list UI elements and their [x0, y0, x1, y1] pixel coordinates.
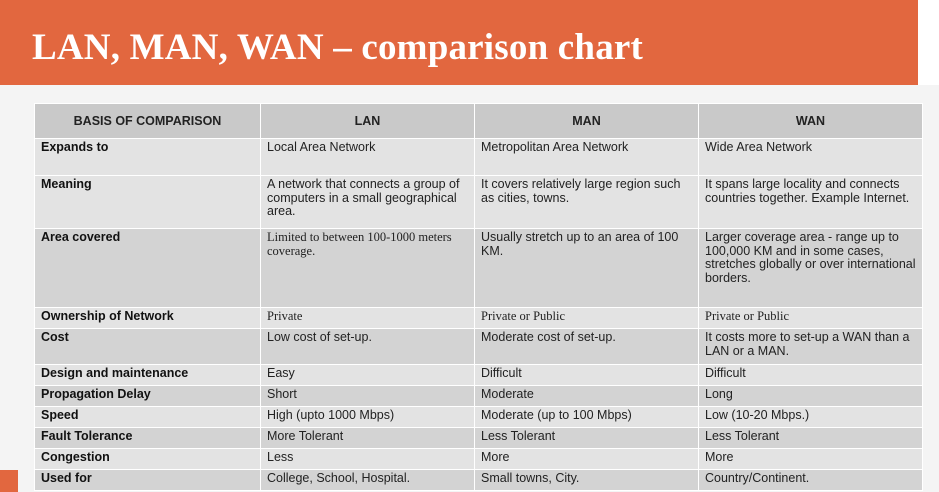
- row-man: Small towns, City.: [474, 469, 699, 491]
- row-lan: Less: [260, 448, 475, 470]
- bottom-accent-bar: [0, 470, 18, 492]
- row-basis: Expands to: [34, 138, 261, 176]
- row-man: Metropolitan Area Network: [474, 138, 699, 176]
- header-man: MAN: [474, 103, 699, 139]
- table-row: Expands to Local Area Network Metropolit…: [34, 138, 923, 176]
- row-basis: Propagation Delay: [34, 385, 261, 407]
- row-basis: Meaning: [34, 175, 261, 229]
- row-lan: Local Area Network: [260, 138, 475, 176]
- table-row: Meaning A network that connects a group …: [34, 175, 923, 229]
- row-basis: Ownership of Network: [34, 307, 261, 329]
- row-man: Moderate (up to 100 Mbps): [474, 406, 699, 428]
- row-wan: Larger coverage area - range up to 100,0…: [698, 228, 923, 308]
- table-row: Propagation Delay Short Moderate Long: [34, 385, 923, 407]
- row-wan: Long: [698, 385, 923, 407]
- row-basis: Area covered: [34, 228, 261, 308]
- row-wan: Low (10-20 Mbps.): [698, 406, 923, 428]
- row-wan: Less Tolerant: [698, 427, 923, 449]
- row-man: Moderate: [474, 385, 699, 407]
- row-man: Difficult: [474, 364, 699, 386]
- table-row: Cost Low cost of set-up. Moderate cost o…: [34, 328, 923, 365]
- header-lan: LAN: [260, 103, 475, 139]
- row-lan: Short: [260, 385, 475, 407]
- title-banner: LAN, MAN, WAN – comparison chart: [0, 0, 918, 85]
- row-man: Moderate cost of set-up.: [474, 328, 699, 365]
- row-man: Less Tolerant: [474, 427, 699, 449]
- table-row: Used for College, School, Hospital. Smal…: [34, 469, 923, 491]
- row-lan: More Tolerant: [260, 427, 475, 449]
- row-basis: Used for: [34, 469, 261, 491]
- header-row: BASIS OF COMPARISON LAN MAN WAN: [34, 103, 923, 139]
- row-wan: Country/Continent.: [698, 469, 923, 491]
- row-lan: College, School, Hospital.: [260, 469, 475, 491]
- row-wan: Wide Area Network: [698, 138, 923, 176]
- banner-edge: [918, 0, 939, 85]
- table-row: Congestion Less More More: [34, 448, 923, 470]
- header-wan: WAN: [698, 103, 923, 139]
- row-wan: More: [698, 448, 923, 470]
- table-row: Speed High (upto 1000 Mbps) Moderate (up…: [34, 406, 923, 428]
- row-man: Usually stretch up to an area of 100 KM.: [474, 228, 699, 308]
- row-basis: Speed: [34, 406, 261, 428]
- row-man: More: [474, 448, 699, 470]
- row-basis: Cost: [34, 328, 261, 365]
- row-lan: A network that connects a group of compu…: [260, 175, 475, 229]
- header-basis: BASIS OF COMPARISON: [34, 103, 261, 139]
- row-man: Private or Public: [474, 307, 699, 329]
- row-lan: Easy: [260, 364, 475, 386]
- row-lan: High (upto 1000 Mbps): [260, 406, 475, 428]
- row-wan: Difficult: [698, 364, 923, 386]
- row-basis: Design and maintenance: [34, 364, 261, 386]
- row-lan: Low cost of set-up.: [260, 328, 475, 365]
- row-basis: Fault Tolerance: [34, 427, 261, 449]
- comparison-table: BASIS OF COMPARISON LAN MAN WAN Expands …: [34, 103, 923, 491]
- row-wan: It spans large locality and connects cou…: [698, 175, 923, 229]
- table-row: Area covered Limited to between 100-1000…: [34, 228, 923, 308]
- table-row: Fault Tolerance More Tolerant Less Toler…: [34, 427, 923, 449]
- row-lan: Limited to between 100-1000 meters cover…: [260, 228, 475, 308]
- row-wan: It costs more to set-up a WAN than a LAN…: [698, 328, 923, 365]
- table-row: Ownership of Network Private Private or …: [34, 307, 923, 329]
- row-basis: Congestion: [34, 448, 261, 470]
- table-row: Design and maintenance Easy Difficult Di…: [34, 364, 923, 386]
- row-man: It covers relatively large region such a…: [474, 175, 699, 229]
- row-wan: Private or Public: [698, 307, 923, 329]
- row-lan: Private: [260, 307, 475, 329]
- slide-title: LAN, MAN, WAN – comparison chart: [32, 27, 644, 68]
- comparison-table-container: BASIS OF COMPARISON LAN MAN WAN Expands …: [34, 103, 923, 491]
